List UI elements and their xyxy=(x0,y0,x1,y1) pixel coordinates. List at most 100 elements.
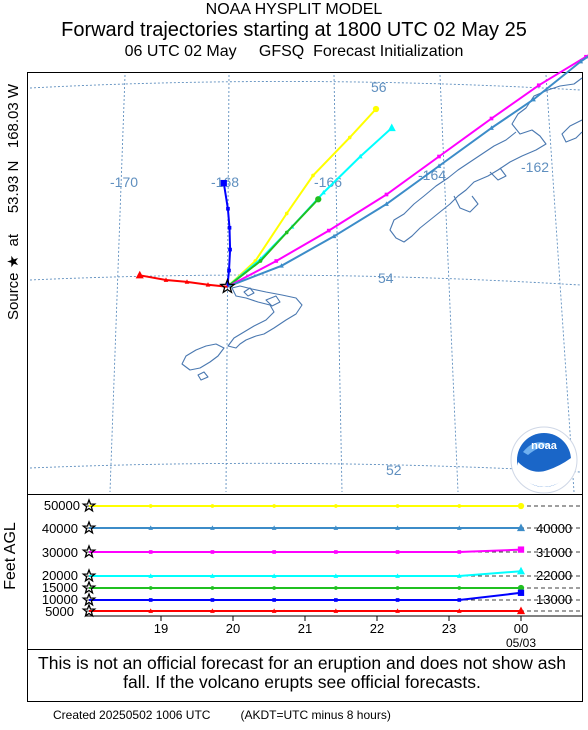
source-star xyxy=(81,592,97,607)
lon-label: -164 xyxy=(418,167,446,183)
map-frame xyxy=(27,72,583,495)
y-tick-label: 20000 xyxy=(42,568,78,583)
marker xyxy=(516,566,526,575)
marker xyxy=(284,230,289,235)
timezone-note: (AKDT=UTC minus 8 hours) xyxy=(240,708,391,722)
marker xyxy=(578,58,584,64)
disclaimer-text: This is not an official forecast for an … xyxy=(38,653,566,692)
marker xyxy=(457,586,462,590)
created-timestamp: Created 20250502 1006 UTC xyxy=(53,708,211,722)
marker xyxy=(311,173,315,178)
marker xyxy=(384,201,389,206)
y-tick-label: 10000 xyxy=(42,592,78,607)
trajectory-steelblue xyxy=(227,55,588,288)
trajectory-green xyxy=(226,196,322,288)
marker xyxy=(436,163,442,168)
x-tick-label: 22 xyxy=(370,621,384,636)
marker xyxy=(315,196,322,203)
height-line xyxy=(89,548,522,553)
marker xyxy=(274,259,279,263)
marker xyxy=(395,608,400,613)
marker xyxy=(333,608,339,613)
height-line xyxy=(89,570,522,577)
source-star xyxy=(81,520,97,535)
chart-info-line: 06 UTC 02 May GFSQ Forecast Initializati… xyxy=(124,43,464,60)
trajectory-yellow xyxy=(226,105,380,288)
height-series-steelblue xyxy=(81,520,526,535)
marker xyxy=(210,525,215,530)
height-series-red xyxy=(81,603,526,618)
marker xyxy=(437,154,441,159)
source-star xyxy=(81,498,97,513)
marker xyxy=(516,523,526,532)
marker xyxy=(135,270,144,279)
right-height-label: 13000 xyxy=(536,592,572,607)
x-tick-label: 23 xyxy=(442,621,456,636)
marker xyxy=(395,598,400,602)
right-height-label: 40000 xyxy=(536,521,572,536)
marker xyxy=(272,550,276,554)
marker xyxy=(272,504,276,508)
marker xyxy=(395,525,400,530)
lat-line-54 xyxy=(29,274,581,286)
marker xyxy=(372,105,380,113)
lon-line-162 xyxy=(545,74,575,493)
marker xyxy=(148,573,154,578)
lat-line-56 xyxy=(29,81,581,91)
y-tick-label: 30000 xyxy=(42,545,78,560)
marker xyxy=(210,504,215,508)
marker xyxy=(272,586,276,590)
lon-label: -170 xyxy=(110,174,138,190)
marker xyxy=(347,135,352,140)
x-tick-label: 21 xyxy=(298,621,312,636)
marker xyxy=(271,525,277,530)
marker xyxy=(331,233,337,239)
x-tick-label: 20 xyxy=(226,621,240,636)
marker xyxy=(395,573,400,578)
marker xyxy=(517,546,525,553)
marker xyxy=(387,123,396,132)
marker xyxy=(227,268,231,273)
marker xyxy=(384,192,389,197)
marker xyxy=(148,598,153,602)
chart-subtitle: Forward trajectories starting at 1800 UT… xyxy=(61,19,527,41)
right-height-label: 31000 xyxy=(536,545,572,560)
lon-label: -162 xyxy=(521,159,549,175)
marker xyxy=(489,116,494,121)
trajectory-blue xyxy=(220,179,232,287)
marker xyxy=(228,247,232,252)
marker xyxy=(271,608,277,613)
marker xyxy=(489,125,494,130)
marker xyxy=(517,584,525,592)
source-star xyxy=(219,277,236,294)
marker xyxy=(321,190,326,195)
source-star xyxy=(81,603,97,618)
right-height-label: 22000 xyxy=(536,568,572,583)
marker xyxy=(516,606,526,615)
lon-label: -166 xyxy=(314,174,342,190)
marker xyxy=(457,550,462,554)
marker xyxy=(334,550,338,554)
height-line xyxy=(89,591,522,601)
marker xyxy=(333,573,339,578)
marker xyxy=(148,525,154,530)
source-star xyxy=(81,544,97,559)
trajectory-red xyxy=(135,270,228,288)
marker xyxy=(531,96,536,102)
marker xyxy=(258,259,263,263)
y-tick-label: 40000 xyxy=(42,521,78,536)
marker xyxy=(395,550,400,554)
height-series-cyan xyxy=(81,566,526,583)
marker xyxy=(456,525,462,530)
height-series-magenta xyxy=(81,544,525,559)
marker xyxy=(163,277,169,282)
marker xyxy=(357,153,363,159)
marker xyxy=(148,586,153,590)
marker xyxy=(148,608,154,613)
marker xyxy=(227,225,232,230)
x-tick-label: 19 xyxy=(154,621,168,636)
marker xyxy=(279,263,284,268)
lon-line-166 xyxy=(333,74,343,493)
footer: Created 20250502 1006 UTC (AKDT=UTC minus… xyxy=(53,708,421,722)
